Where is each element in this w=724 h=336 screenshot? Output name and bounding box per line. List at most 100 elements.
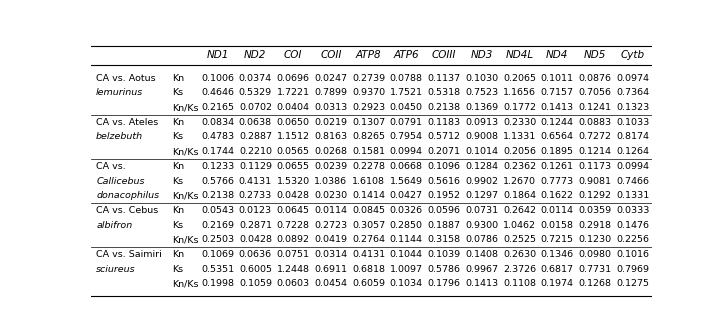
Text: 0.7523: 0.7523 <box>466 88 498 97</box>
Text: 0.0419: 0.0419 <box>314 235 348 244</box>
Text: 0.7731: 0.7731 <box>578 265 612 274</box>
Text: 0.7899: 0.7899 <box>314 88 348 97</box>
Text: ND2: ND2 <box>244 49 266 59</box>
Text: 0.0158: 0.0158 <box>541 221 573 229</box>
Text: 0.0668: 0.0668 <box>390 162 423 171</box>
Text: 0.7056: 0.7056 <box>578 88 612 97</box>
Text: 0.0892: 0.0892 <box>277 235 310 244</box>
Text: 0.1772: 0.1772 <box>503 103 536 112</box>
Text: 0.1284: 0.1284 <box>466 162 498 171</box>
Text: 0.5329: 0.5329 <box>239 88 272 97</box>
Text: ND4L: ND4L <box>505 49 534 59</box>
Text: 0.1369: 0.1369 <box>466 103 498 112</box>
Text: Ks: Ks <box>172 265 183 274</box>
Text: 0.8265: 0.8265 <box>352 132 385 141</box>
Text: 1.0386: 1.0386 <box>314 176 348 185</box>
Text: 0.2138: 0.2138 <box>427 103 460 112</box>
Text: ATP8: ATP8 <box>355 49 382 59</box>
Text: 0.0791: 0.0791 <box>390 118 423 127</box>
Text: 0.8163: 0.8163 <box>314 132 348 141</box>
Text: 1.5320: 1.5320 <box>277 176 310 185</box>
Text: 0.2278: 0.2278 <box>352 162 385 171</box>
Text: CA vs.: CA vs. <box>96 162 126 171</box>
Text: 0.4783: 0.4783 <box>201 132 235 141</box>
Text: 0.0645: 0.0645 <box>277 206 310 215</box>
Text: 0.5786: 0.5786 <box>428 265 460 274</box>
Text: 1.2448: 1.2448 <box>277 265 310 274</box>
Text: 0.2887: 0.2887 <box>239 132 272 141</box>
Text: 0.1006: 0.1006 <box>201 74 234 83</box>
Text: 0.0114: 0.0114 <box>314 206 348 215</box>
Text: Callicebus: Callicebus <box>96 176 145 185</box>
Text: 0.1096: 0.1096 <box>428 162 460 171</box>
Text: 0.2642: 0.2642 <box>503 206 536 215</box>
Text: ND5: ND5 <box>584 49 606 59</box>
Text: 0.1173: 0.1173 <box>578 162 612 171</box>
Text: 0.2503: 0.2503 <box>201 235 235 244</box>
Text: 0.1059: 0.1059 <box>239 280 272 288</box>
Text: 0.0454: 0.0454 <box>314 280 348 288</box>
Text: 1.1656: 1.1656 <box>503 88 536 97</box>
Text: 0.0994: 0.0994 <box>616 162 649 171</box>
Text: 1.1512: 1.1512 <box>277 132 310 141</box>
Text: Kn/Ks: Kn/Ks <box>172 103 198 112</box>
Text: 0.1030: 0.1030 <box>466 74 498 83</box>
Text: 0.2330: 0.2330 <box>503 118 536 127</box>
Text: 0.0404: 0.0404 <box>277 103 310 112</box>
Text: 0.9300: 0.9300 <box>466 221 498 229</box>
Text: 0.3057: 0.3057 <box>352 221 385 229</box>
Text: 0.2138: 0.2138 <box>201 191 235 200</box>
Text: 0.0239: 0.0239 <box>314 162 348 171</box>
Text: 0.1307: 0.1307 <box>352 118 385 127</box>
Text: 0.9902: 0.9902 <box>466 176 498 185</box>
Text: 0.1331: 0.1331 <box>616 191 649 200</box>
Text: ND1: ND1 <box>206 49 229 59</box>
Text: 0.1974: 0.1974 <box>541 280 573 288</box>
Text: 0.0313: 0.0313 <box>314 103 348 112</box>
Text: 0.1241: 0.1241 <box>578 103 612 112</box>
Text: 0.1014: 0.1014 <box>466 147 498 156</box>
Text: 0.1413: 0.1413 <box>541 103 574 112</box>
Text: 0.7272: 0.7272 <box>578 132 612 141</box>
Text: COIII: COIII <box>432 49 456 59</box>
Text: 0.0428: 0.0428 <box>277 191 310 200</box>
Text: Kn/Ks: Kn/Ks <box>172 147 198 156</box>
Text: CA vs. Aotus: CA vs. Aotus <box>96 74 156 83</box>
Text: 0.1323: 0.1323 <box>616 103 649 112</box>
Text: 0.0123: 0.0123 <box>239 206 272 215</box>
Text: 0.1230: 0.1230 <box>578 235 612 244</box>
Text: CA vs. Saimiri: CA vs. Saimiri <box>96 250 162 259</box>
Text: 1.5649: 1.5649 <box>390 176 423 185</box>
Text: 0.5351: 0.5351 <box>201 265 235 274</box>
Text: 0.2923: 0.2923 <box>352 103 385 112</box>
Text: Kn/Ks: Kn/Ks <box>172 191 198 200</box>
Text: 0.0543: 0.0543 <box>201 206 235 215</box>
Text: 0.0913: 0.0913 <box>466 118 498 127</box>
Text: CA vs. Ateles: CA vs. Ateles <box>96 118 159 127</box>
Text: Kn/Ks: Kn/Ks <box>172 235 198 244</box>
Text: 0.7215: 0.7215 <box>541 235 573 244</box>
Text: 0.1011: 0.1011 <box>541 74 573 83</box>
Text: 0.1895: 0.1895 <box>541 147 573 156</box>
Text: 0.0834: 0.0834 <box>201 118 235 127</box>
Text: 0.7954: 0.7954 <box>390 132 423 141</box>
Text: 0.6564: 0.6564 <box>541 132 573 141</box>
Text: 0.0980: 0.0980 <box>578 250 612 259</box>
Text: 0.5712: 0.5712 <box>428 132 460 141</box>
Text: 0.7157: 0.7157 <box>541 88 573 97</box>
Text: 0.9370: 0.9370 <box>352 88 385 97</box>
Text: 0.5616: 0.5616 <box>428 176 460 185</box>
Text: 0.7773: 0.7773 <box>541 176 574 185</box>
Text: belzebuth: belzebuth <box>96 132 143 141</box>
Text: 0.1346: 0.1346 <box>541 250 574 259</box>
Text: 0.1275: 0.1275 <box>616 280 649 288</box>
Text: 0.0450: 0.0450 <box>390 103 423 112</box>
Text: 0.2071: 0.2071 <box>428 147 460 156</box>
Text: 0.7364: 0.7364 <box>616 88 649 97</box>
Text: 0.4131: 0.4131 <box>239 176 272 185</box>
Text: 0.0565: 0.0565 <box>277 147 310 156</box>
Text: 0.1581: 0.1581 <box>352 147 385 156</box>
Text: 0.2256: 0.2256 <box>616 235 649 244</box>
Text: 0.1408: 0.1408 <box>466 250 498 259</box>
Text: 0.1033: 0.1033 <box>616 118 649 127</box>
